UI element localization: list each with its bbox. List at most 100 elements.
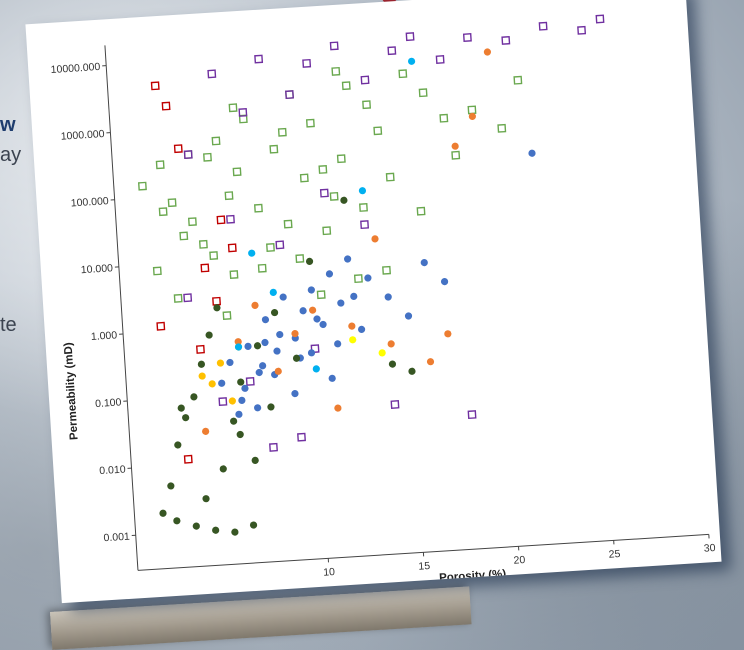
scatter-point <box>319 188 329 198</box>
scatter-point <box>173 293 183 303</box>
scatter-point <box>167 198 177 208</box>
scatter-point <box>318 165 328 174</box>
scatter-point <box>359 203 368 212</box>
scatter-point <box>309 306 317 314</box>
scatter-point <box>179 231 189 241</box>
scatter-point <box>183 150 193 160</box>
scatter-point <box>462 33 472 42</box>
scatter-point <box>248 249 256 257</box>
axes <box>102 45 710 571</box>
scatter-point <box>420 258 428 267</box>
scatter-point <box>212 296 221 306</box>
scatter-point <box>155 160 165 170</box>
scatter-point <box>302 58 312 68</box>
scatter-point <box>228 103 238 113</box>
scatter-point <box>261 338 269 347</box>
scatter-point <box>538 21 548 31</box>
scatter-point <box>408 367 416 375</box>
scatter-point <box>373 126 383 136</box>
scatter-point <box>269 442 278 452</box>
scatter-point <box>198 239 208 249</box>
scatter-point <box>349 336 357 344</box>
scatter-point <box>297 432 306 442</box>
scatter-point <box>310 344 320 354</box>
scatter-point <box>253 342 262 350</box>
scatter-point <box>331 66 341 76</box>
scatter-point <box>137 181 147 191</box>
scatter-point <box>440 277 449 286</box>
scatter-point <box>312 365 320 373</box>
scatter-point <box>398 69 408 79</box>
scatter-point <box>190 393 198 401</box>
scatter-point <box>183 454 193 464</box>
scatter-point <box>187 217 197 227</box>
scatter-point <box>211 136 221 146</box>
scatter-point <box>238 108 248 117</box>
scatter-point <box>513 75 523 85</box>
scatter-point <box>200 263 210 273</box>
scatter-point <box>387 340 395 348</box>
scatter-point <box>275 240 285 250</box>
y-tick-label: 10000.000 <box>50 61 100 76</box>
scatter-point <box>203 152 212 162</box>
scatter-point <box>385 172 395 182</box>
scatter-point <box>497 123 507 133</box>
scatter-point <box>371 235 379 243</box>
scatter-point <box>299 173 309 183</box>
scatter-point <box>360 75 370 85</box>
x-tick-label: 30 <box>703 542 716 555</box>
scatter-point <box>595 14 605 24</box>
scatter-point <box>337 299 345 307</box>
scatter-point <box>329 41 339 51</box>
scatter-point <box>205 331 213 339</box>
scatter-point <box>336 154 346 164</box>
scatter-point <box>444 330 452 338</box>
scatter-point <box>382 265 391 275</box>
scatter-point <box>269 288 277 296</box>
tick-labels: 0.001 0.010 0.100 1.000 10.000 100.000 1000.00… <box>50 61 716 584</box>
scatter-point <box>358 187 367 195</box>
scatter-point <box>219 465 227 473</box>
scatter-point <box>291 389 299 398</box>
scatter-point <box>232 167 242 177</box>
scatter-point <box>360 220 370 230</box>
y-tick-label: 0.010 <box>99 464 126 478</box>
scatter-point <box>251 456 259 464</box>
scatter-point <box>218 397 228 407</box>
y-tick-label: 1000.000 <box>60 128 105 143</box>
scatter-point <box>226 214 235 224</box>
y-tick-label: 10.000 <box>80 262 113 276</box>
x-tick-label: 20 <box>513 554 526 567</box>
scatter-point <box>183 293 193 303</box>
scatter-point <box>183 150 193 160</box>
scatter-point <box>285 90 294 100</box>
y-tick-label: 1.000 <box>91 329 118 343</box>
scatter-point <box>207 69 217 79</box>
scatter-point <box>390 400 400 409</box>
scatter-point <box>378 349 386 357</box>
scatter-point <box>202 427 210 435</box>
scatter-point <box>388 360 397 368</box>
scatter-point <box>334 404 342 412</box>
scatter-point <box>213 304 221 312</box>
scatter-point <box>216 215 226 225</box>
scatter-point <box>241 384 249 392</box>
scatter-point <box>228 397 236 405</box>
scatter-point <box>177 404 185 412</box>
scatter-point <box>305 257 314 265</box>
chart-card: 0.001 0.010 0.100 1.000 10.000 100.000 1000.00… <box>25 0 722 604</box>
scatter-point <box>467 410 477 420</box>
scatter-point <box>224 191 234 201</box>
scatter-point <box>236 430 244 439</box>
scatter-point <box>202 495 210 503</box>
scatter-point <box>167 482 175 490</box>
scatter-point <box>156 321 166 331</box>
x-tick-label: 15 <box>418 560 431 573</box>
scatter-point <box>468 112 476 121</box>
scatter-point <box>159 509 167 517</box>
scatter-point <box>322 226 332 236</box>
scatter-point <box>261 316 270 324</box>
scatter-point <box>577 25 587 35</box>
scatter-point <box>234 343 243 351</box>
scatter-point <box>251 301 259 309</box>
